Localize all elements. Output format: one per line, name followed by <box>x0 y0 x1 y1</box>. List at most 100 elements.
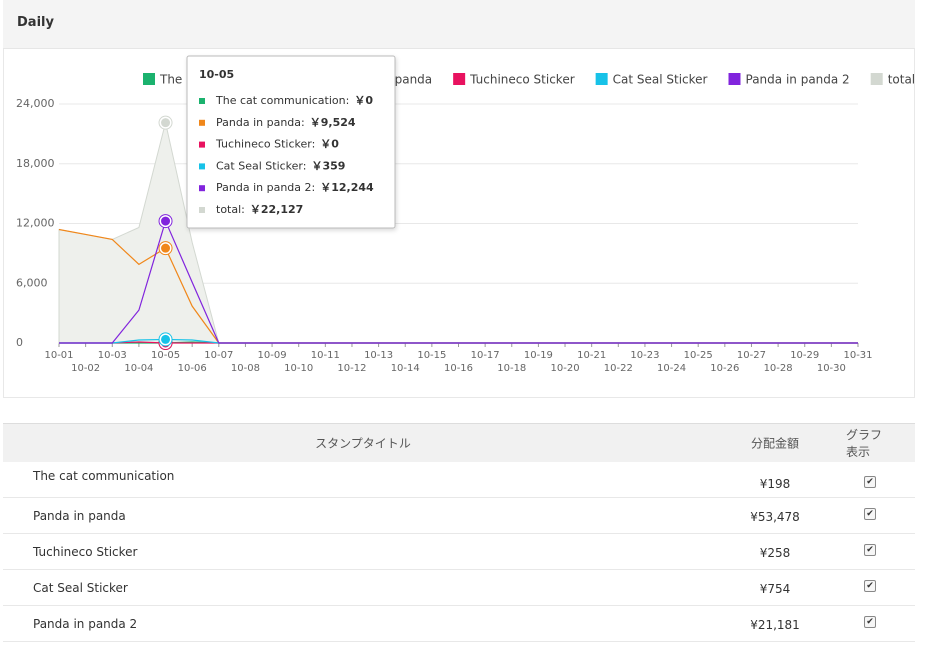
tooltip-swatch <box>199 185 205 192</box>
table: スタンプタイトル 分配金額 グラフ表示 The cat communication ¥1… <box>3 423 915 642</box>
x-tick-label: 10-08 <box>231 363 260 374</box>
cell-title: Panda in panda <box>33 508 126 523</box>
hover-ring <box>158 332 173 347</box>
x-tick-label: 10-04 <box>124 363 153 374</box>
x-tick-label: 10-30 <box>817 363 846 374</box>
cell-title: Cat Seal Sticker <box>33 580 128 595</box>
x-tick-label: 10-15 <box>417 350 446 361</box>
legend-label: Tuchineco Sticker <box>469 73 575 87</box>
hover-marker <box>159 214 173 228</box>
header: Daily <box>3 0 915 49</box>
chart-panel <box>3 49 915 398</box>
cell-amount: ¥754 <box>759 582 791 597</box>
tooltip-swatch <box>199 98 205 104</box>
tooltip-value: ￥0 <box>320 138 339 151</box>
x-tick-label: 10-05 <box>151 350 180 361</box>
x-tick-label: 10-01 <box>44 350 73 361</box>
checkbox[interactable]: ✔ <box>864 507 876 520</box>
x-tick-label: 10-16 <box>444 363 473 374</box>
tooltip-value: ￥0 <box>354 94 373 107</box>
x-tick-label: 10-13 <box>364 350 393 361</box>
x-tick-label: 10-02 <box>71 363 100 374</box>
legend-swatch <box>728 73 741 85</box>
checkbox[interactable]: ✔ <box>864 615 876 628</box>
x-tick-label: 10-22 <box>604 363 633 374</box>
tooltip <box>186 55 396 229</box>
hover-ring <box>158 214 173 229</box>
y-tick-label: 24,000 <box>16 97 55 110</box>
tooltip-label: Tuchineco Sticker: <box>215 138 315 151</box>
hover-marker <box>159 116 173 130</box>
x-tick-label: 10-28 <box>764 363 793 374</box>
tooltip-swatch <box>199 119 205 126</box>
checkbox[interactable]: ✔ <box>864 579 876 592</box>
hover-marker <box>159 241 173 255</box>
x-tick-label: 10-18 <box>497 363 526 374</box>
tooltip-value: ￥9,524 <box>310 116 356 129</box>
legend-swatch <box>595 73 608 85</box>
cell-title: Tuchineco Sticker <box>33 544 138 559</box>
x-tick-label: 10-12 <box>337 363 366 374</box>
x-tick-label: 10-20 <box>551 363 580 374</box>
cell-amount: ¥258 <box>759 546 791 561</box>
tooltip-swatch <box>199 141 205 148</box>
x-tick-label: 10-25 <box>684 350 713 361</box>
table-header: スタンプタイトル 分配金額 グラフ表示 <box>3 423 915 462</box>
tooltip-label: Cat Seal Sticker: <box>216 159 306 172</box>
x-tick-label: 10-17 <box>471 350 500 361</box>
tooltip-label: total: <box>216 203 245 216</box>
y-tick-label: 6,000 <box>16 276 48 289</box>
x-tick-label: 10-03 <box>98 350 127 361</box>
legend-swatch <box>143 73 155 85</box>
hover-ring <box>158 241 173 256</box>
table-row: Tuchineco Sticker ¥258 ✔ <box>3 534 915 570</box>
table-row: Cat Seal Sticker ¥754 ✔ <box>3 570 915 606</box>
x-tick-label: 10-26 <box>710 363 739 374</box>
header-title: Daily <box>17 15 54 30</box>
tooltip-label: Panda in panda 2: <box>216 181 315 194</box>
x-tick-label: 10-07 <box>204 350 233 361</box>
x-tick-label: 10-23 <box>630 350 659 361</box>
tooltip-title: 10-05 <box>199 68 234 81</box>
y-tick-label: 12,000 <box>16 217 55 230</box>
x-tick-label: 10-11 <box>311 350 340 361</box>
table-row: The cat communication ¥198 ✔ <box>3 462 915 498</box>
tooltip-value: ￥12,244 <box>320 181 374 194</box>
cell-title: Panda in panda 2 <box>33 616 138 631</box>
legend-label: Cat Seal Sticker <box>613 73 708 87</box>
x-tick-label: 10-14 <box>391 363 420 374</box>
cell-amount: ¥21,181 <box>750 618 800 633</box>
column-header: グラフ表示 <box>846 428 883 459</box>
tooltip-value: ￥359 <box>311 159 345 172</box>
cell-amount: ¥198 <box>759 476 791 491</box>
y-tick-label: 0 <box>16 336 23 349</box>
tooltip-swatch <box>199 163 205 170</box>
y-tick-label: 18,000 <box>16 157 55 170</box>
x-tick-label: 10-21 <box>577 350 606 361</box>
x-tick-label: 10-24 <box>657 363 686 374</box>
legend-swatch <box>870 73 883 85</box>
tooltip-value: ￥22,127 <box>250 203 303 216</box>
checkbox[interactable]: ✔ <box>864 476 876 489</box>
cell-title: The cat communication <box>33 469 175 483</box>
x-tick-label: 10-31 <box>843 350 872 361</box>
chart: 0 6,000 12,000 18,000 24,000 10-01 10-02 10-03 1… <box>16 55 915 374</box>
cell-amount: ¥53,478 <box>750 510 800 525</box>
x-tick-label: 10-09 <box>258 350 287 361</box>
x-tick-label: 10-06 <box>178 363 207 374</box>
tooltip-label: Panda in panda: <box>216 116 305 129</box>
legend-label: total <box>888 73 915 87</box>
column-header: スタンプタイトル <box>315 436 411 451</box>
table-row: Panda in panda 2 ¥21,181 ✔ <box>3 606 915 642</box>
checkbox[interactable]: ✔ <box>864 543 876 556</box>
hover-ring <box>158 115 173 130</box>
area <box>58 122 858 344</box>
table-row: Panda in panda ¥53,478 ✔ <box>3 498 915 534</box>
legend-label: Panda in panda 2 <box>746 73 850 87</box>
column-header: 分配金額 <box>750 436 800 451</box>
x-tick-label: 10-27 <box>737 350 766 361</box>
legend-swatch <box>453 73 466 85</box>
line <box>59 219 858 344</box>
x-tick-label: 10-10 <box>284 363 313 374</box>
